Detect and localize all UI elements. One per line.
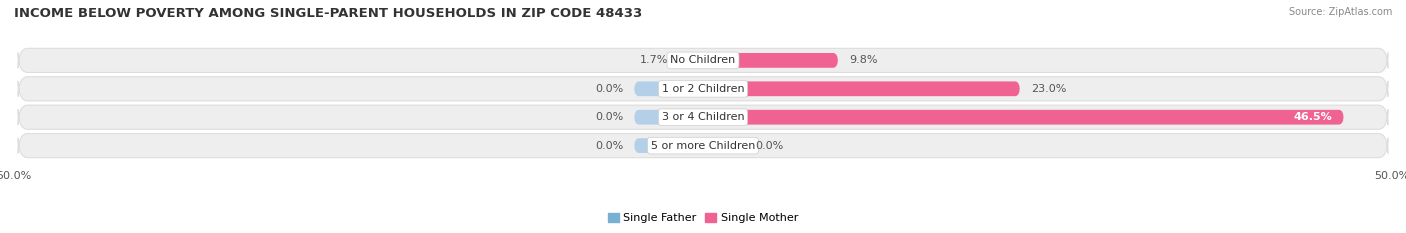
FancyBboxPatch shape [18, 134, 1388, 158]
Text: 3 or 4 Children: 3 or 4 Children [662, 112, 744, 122]
Text: 1.7%: 1.7% [640, 55, 669, 65]
Legend: Single Father, Single Mother: Single Father, Single Mother [603, 208, 803, 228]
FancyBboxPatch shape [18, 105, 1388, 129]
FancyBboxPatch shape [634, 138, 703, 153]
Text: No Children: No Children [671, 55, 735, 65]
Text: 0.0%: 0.0% [595, 112, 623, 122]
Text: 5 or more Children: 5 or more Children [651, 140, 755, 151]
FancyBboxPatch shape [634, 81, 703, 96]
Text: Source: ZipAtlas.com: Source: ZipAtlas.com [1288, 7, 1392, 17]
FancyBboxPatch shape [703, 81, 1019, 96]
FancyBboxPatch shape [18, 77, 1388, 101]
Text: 46.5%: 46.5% [1294, 112, 1333, 122]
FancyBboxPatch shape [634, 110, 703, 125]
Text: 0.0%: 0.0% [595, 84, 623, 94]
Text: 0.0%: 0.0% [595, 140, 623, 151]
FancyBboxPatch shape [703, 110, 1344, 125]
Text: 9.8%: 9.8% [849, 55, 877, 65]
FancyBboxPatch shape [703, 53, 838, 68]
FancyBboxPatch shape [18, 48, 1388, 72]
Text: INCOME BELOW POVERTY AMONG SINGLE-PARENT HOUSEHOLDS IN ZIP CODE 48433: INCOME BELOW POVERTY AMONG SINGLE-PARENT… [14, 7, 643, 20]
FancyBboxPatch shape [679, 53, 703, 68]
Text: 1 or 2 Children: 1 or 2 Children [662, 84, 744, 94]
Text: 23.0%: 23.0% [1031, 84, 1066, 94]
Text: 0.0%: 0.0% [755, 140, 783, 151]
FancyBboxPatch shape [703, 138, 744, 153]
